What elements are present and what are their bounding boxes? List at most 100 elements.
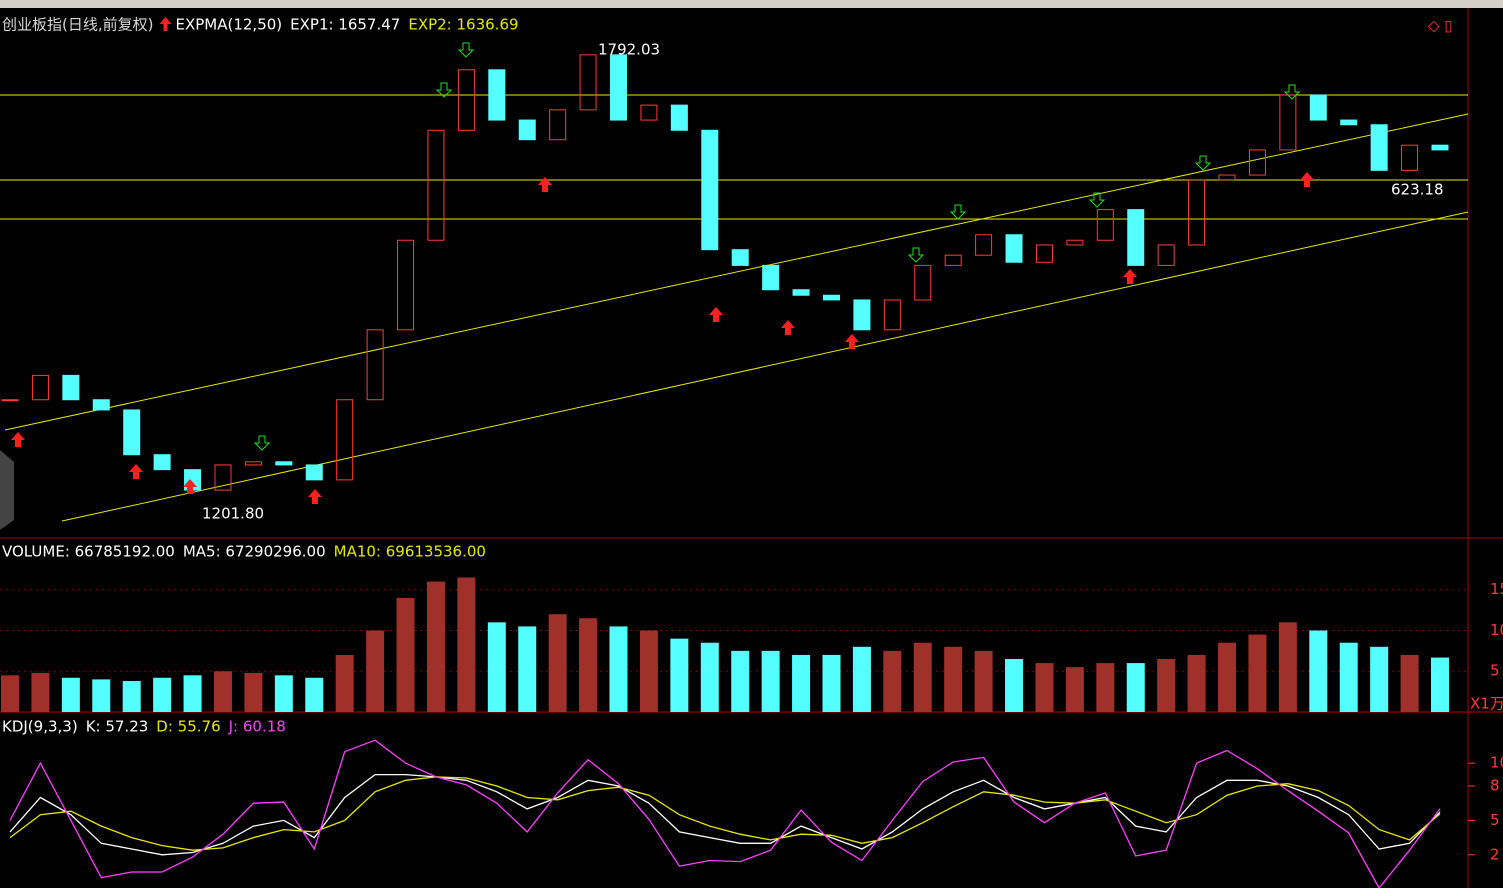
candle: [1035, 244, 1053, 263]
panel-title: KDJ(9,3,3): [2, 718, 78, 736]
sell-signal: [1194, 155, 1212, 171]
candle: [1096, 209, 1114, 241]
buy-signal: [308, 489, 322, 504]
price-annotation: 1201.80: [202, 505, 264, 523]
legend-item: K: 57.23: [86, 718, 149, 736]
candle: [1370, 124, 1388, 171]
candle: [153, 454, 171, 471]
candle: [640, 104, 658, 121]
candle: [62, 374, 80, 401]
volume-bar: [609, 626, 628, 712]
candle: [1309, 94, 1327, 121]
y-tick-label: 2: [1490, 845, 1500, 863]
candle: [1066, 239, 1084, 246]
candle: [579, 54, 597, 111]
candle: [914, 264, 932, 301]
candle: [1401, 144, 1419, 171]
y-tick-label: 5: [1490, 811, 1500, 829]
candle: [549, 109, 567, 141]
volume-bar: [244, 672, 263, 712]
sell-signal: [907, 247, 925, 263]
volume-bar: [1005, 659, 1024, 712]
volume-bar: [944, 646, 963, 712]
buy-signal: [781, 320, 795, 335]
kdj-line: [9, 776, 1441, 851]
candle: [31, 374, 49, 401]
volume-bar: [487, 622, 506, 712]
candle: [275, 461, 293, 466]
buy-signal: [183, 479, 197, 494]
volume-bar: [1370, 646, 1389, 712]
trend-line: [61, 211, 1469, 522]
candle: [1188, 179, 1206, 246]
buy-signal: [1300, 172, 1314, 187]
volume-bar: [670, 638, 689, 712]
legend-item: EXP1: 1657.47: [290, 16, 400, 34]
volume-bar: [852, 646, 871, 712]
volume-bar: [426, 581, 445, 712]
kdj-line: [9, 773, 1441, 856]
candle: [701, 129, 719, 251]
volume-bar: [31, 672, 50, 712]
buy-signal: [11, 432, 25, 447]
panel-title: VOLUME: 66785192.00: [2, 543, 175, 561]
top-toolbar: [0, 0, 1503, 8]
candle: [670, 104, 688, 131]
sell-signal: [1088, 192, 1106, 208]
y-tick-label: 10: [1490, 754, 1503, 772]
side-handle[interactable]: [0, 450, 14, 530]
indicator-arrow: [159, 17, 172, 31]
volume-bar: [883, 650, 902, 712]
buy-signal: [709, 307, 723, 322]
volume-bar: [1400, 654, 1419, 712]
volume-bar: [1065, 667, 1084, 712]
candle: [762, 264, 780, 291]
candle: [975, 234, 993, 256]
buy-signal: [129, 464, 143, 479]
candle: [488, 69, 506, 121]
volume-bar: [1218, 642, 1237, 712]
volume-bar: [1278, 622, 1297, 712]
volume-bar: [1431, 657, 1449, 712]
legend-item: J: 60.18: [228, 718, 286, 736]
candle: [853, 299, 871, 331]
kdj-line: [9, 739, 1441, 888]
volume-bar: [822, 654, 841, 712]
candle: [336, 399, 354, 481]
volume-bar: [1157, 659, 1176, 712]
legend-item: D: 55.76: [156, 718, 220, 736]
candle: [244, 461, 262, 466]
y-tick-label: 8: [1490, 777, 1500, 795]
candle: [397, 239, 415, 331]
volume-bar: [274, 675, 293, 712]
trend-line: [4, 113, 1469, 431]
volume-bar: [396, 597, 415, 712]
window-icon[interactable]: ◇ ▯: [1428, 17, 1453, 35]
volume-bar: [305, 677, 324, 712]
candle: [214, 464, 232, 491]
volume-bar: [1309, 630, 1328, 712]
volume-bar: [731, 650, 750, 712]
candle: [1127, 209, 1145, 266]
buy-signal: [1123, 269, 1137, 284]
sell-signal: [457, 42, 475, 58]
volume-bar: [61, 677, 80, 712]
candle: [123, 409, 141, 456]
candle: [1157, 244, 1175, 266]
volume-bar: [1339, 642, 1358, 712]
volume-bar: [335, 654, 354, 712]
buy-signal: [845, 334, 859, 349]
legend-item: MA5: 67290296.00: [183, 543, 326, 561]
candle: [305, 464, 323, 481]
volume-bar: [639, 630, 658, 712]
candle: [366, 329, 384, 401]
volume-bar: [548, 614, 567, 712]
volume-bar: [974, 650, 993, 712]
volume-bar: [213, 671, 232, 712]
candle: [1218, 174, 1236, 181]
sell-signal: [253, 435, 271, 451]
sell-signal: [1283, 84, 1301, 100]
